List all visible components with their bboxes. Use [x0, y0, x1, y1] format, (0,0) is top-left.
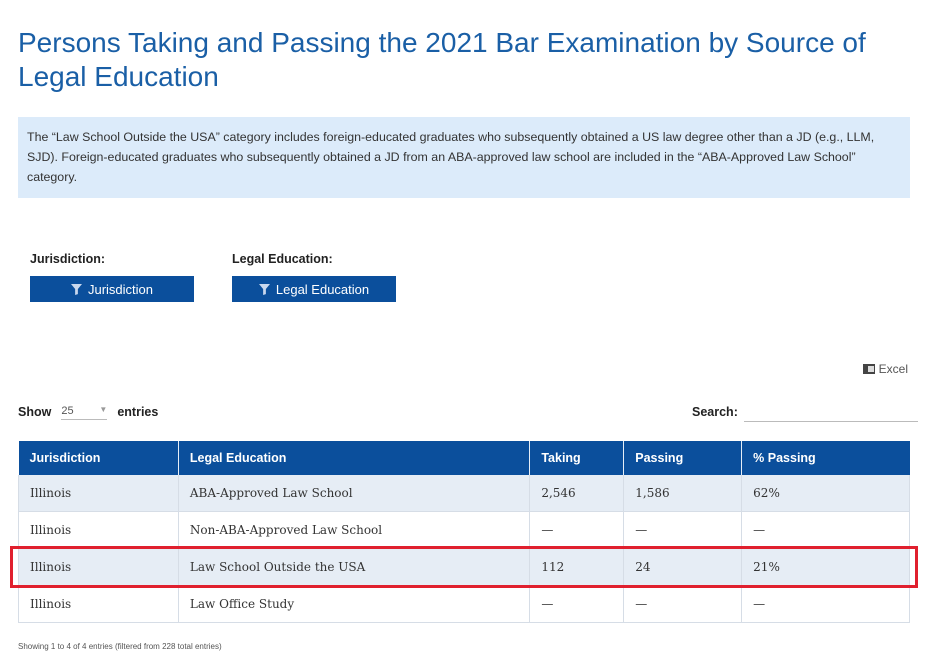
- cell-taking: —: [529, 511, 625, 549]
- table-info: Showing 1 to 4 of 4 entries (filtered fr…: [18, 642, 222, 651]
- cell-passing: 1,586: [623, 475, 743, 512]
- cell-legal-education: Law School Outside the USA: [178, 548, 531, 586]
- search-control: Search:: [692, 401, 918, 422]
- entries-length-control: Show 25 ▼ entries: [18, 403, 158, 420]
- entries-label: entries: [117, 404, 159, 419]
- header-legal-education[interactable]: Legal Education: [178, 441, 531, 475]
- cell-legal-education: Non-ABA-Approved Law School: [178, 511, 531, 549]
- cell-percent-passing: —: [741, 585, 910, 623]
- cell-passing: —: [623, 585, 743, 623]
- chevron-down-icon: ▼: [99, 405, 108, 414]
- header-passing[interactable]: Passing: [623, 441, 743, 475]
- entries-select-value: 25: [61, 405, 74, 417]
- cell-legal-education: Law Office Study: [178, 585, 531, 623]
- filter-icon: [70, 283, 82, 295]
- entries-select[interactable]: 25 ▼: [61, 403, 108, 420]
- filter-icon: [258, 283, 270, 295]
- cell-jurisdiction: Illinois: [18, 585, 179, 623]
- cell-percent-passing: 62%: [741, 475, 910, 512]
- excel-label: Excel: [878, 362, 908, 376]
- cell-taking: 112: [529, 548, 625, 586]
- jurisdiction-filter-button[interactable]: Jurisdiction: [30, 276, 194, 302]
- cell-jurisdiction: Illinois: [18, 511, 179, 549]
- education-filter-label: Legal Education:: [232, 252, 333, 266]
- cell-passing: —: [623, 511, 743, 549]
- info-note: The “Law School Outside the USA” categor…: [18, 117, 910, 198]
- header-taking[interactable]: Taking: [529, 441, 625, 475]
- jurisdiction-filter-button-label: Jurisdiction: [87, 281, 154, 297]
- cell-jurisdiction: Illinois: [18, 548, 179, 586]
- excel-icon: [862, 364, 875, 374]
- table-row: Illinois Non-ABA-Approved Law School — —…: [18, 511, 910, 549]
- table-row: Illinois Law Office Study — — —: [18, 585, 910, 623]
- page-title: Persons Taking and Passing the 2021 Bar …: [18, 27, 866, 92]
- cell-percent-passing: 21%: [741, 548, 910, 586]
- table-row: Illinois Law School Outside the USA 112 …: [18, 548, 910, 586]
- table-header-row: Jurisdiction Legal Education Taking Pass…: [18, 441, 910, 475]
- cell-percent-passing: —: [741, 511, 910, 549]
- search-label: Search:: [692, 404, 738, 419]
- jurisdiction-filter-label: Jurisdiction:: [30, 252, 106, 266]
- cell-taking: 2,546: [529, 475, 625, 512]
- search-input[interactable]: [743, 401, 918, 422]
- results-table: Jurisdiction Legal Education Taking Pass…: [18, 441, 910, 623]
- education-filter-button[interactable]: Legal Education: [232, 276, 396, 302]
- cell-passing: 24: [623, 548, 743, 586]
- table-row: Illinois ABA-Approved Law School 2,546 1…: [18, 475, 910, 512]
- cell-legal-education: ABA-Approved Law School: [178, 475, 531, 512]
- cell-jurisdiction: Illinois: [18, 475, 179, 512]
- show-label: Show: [18, 404, 52, 419]
- cell-taking: —: [529, 585, 625, 623]
- education-filter-button-label: Legal Education: [275, 281, 370, 297]
- header-percent-passing[interactable]: % Passing: [741, 441, 910, 475]
- excel-export-button[interactable]: Excel: [862, 362, 908, 376]
- header-jurisdiction[interactable]: Jurisdiction: [18, 441, 179, 475]
